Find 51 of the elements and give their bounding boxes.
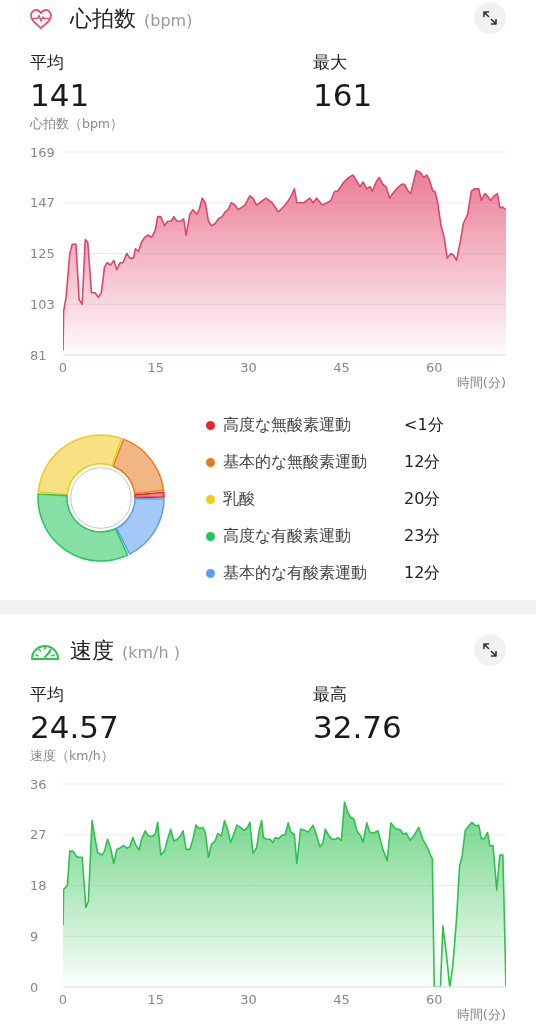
donut-slice bbox=[37, 434, 123, 496]
y-tick-label: 147 bbox=[30, 195, 55, 211]
text: 平均 bbox=[30, 684, 64, 704]
legend-label: 高度な有酸素運動 bbox=[223, 526, 351, 546]
x-tick-label: 45 bbox=[333, 360, 350, 376]
y-tick-label: 0 bbox=[30, 979, 39, 995]
chart-title: 心拍数 bbox=[70, 6, 136, 31]
y-tick-label: 9 bbox=[30, 928, 39, 944]
data-label: <1分 bbox=[404, 414, 444, 434]
y-axis-title: 速度（km/h） bbox=[30, 748, 114, 763]
y-tick-label: 27 bbox=[30, 827, 47, 843]
donut-slice bbox=[134, 491, 165, 499]
text: 32.76 bbox=[313, 709, 402, 745]
y-tick-label: 81 bbox=[30, 347, 47, 363]
chart-subtitle: (km/h ) bbox=[122, 643, 180, 662]
y-axis-title: 心拍数（bpm） bbox=[30, 116, 124, 131]
x-axis-title: 時間(分) bbox=[456, 1007, 506, 1022]
data-label: 20分 bbox=[404, 488, 441, 508]
chart-title: 速度 bbox=[70, 638, 114, 663]
donut-slice bbox=[37, 493, 129, 562]
legend-label: 基本的な有酸素運動 bbox=[223, 563, 367, 583]
text: 161 bbox=[313, 77, 373, 113]
data-label: 23分 bbox=[404, 526, 441, 546]
x-tick-label: 30 bbox=[240, 992, 257, 1008]
data-label: 12分 bbox=[404, 451, 441, 471]
text: 最大 bbox=[313, 52, 347, 72]
data-label: 12分 bbox=[404, 563, 441, 583]
y-tick-label: 36 bbox=[30, 776, 47, 792]
legend-label: 高度な無酸素運動 bbox=[223, 414, 351, 434]
donut-slice bbox=[115, 497, 165, 555]
legend-label: 基本的な無酸素運動 bbox=[223, 451, 367, 471]
chart-subtitle: (bpm) bbox=[144, 11, 193, 30]
x-tick-label: 60 bbox=[425, 992, 443, 1008]
x-tick-label: 60 bbox=[425, 360, 443, 376]
y-tick-label: 125 bbox=[30, 246, 55, 261]
legend-label: 乳酸 bbox=[223, 488, 255, 508]
x-tick-label: 0 bbox=[58, 360, 68, 376]
text: 最高 bbox=[313, 684, 347, 704]
text: 24.57 bbox=[30, 709, 119, 745]
donut-slice bbox=[112, 438, 165, 495]
x-tick-label: 30 bbox=[240, 360, 257, 376]
x-tick-label: 15 bbox=[147, 992, 165, 1008]
text: 141 bbox=[30, 77, 90, 113]
x-tick-label: 0 bbox=[58, 992, 68, 1008]
text: 平均 bbox=[30, 52, 64, 72]
x-axis-title: 時間(分) bbox=[456, 375, 506, 390]
y-tick-label: 18 bbox=[30, 878, 47, 893]
x-tick-label: 15 bbox=[147, 360, 165, 376]
y-tick-label: 169 bbox=[30, 144, 55, 160]
x-tick-label: 45 bbox=[333, 992, 350, 1008]
y-tick-label: 103 bbox=[30, 296, 55, 312]
